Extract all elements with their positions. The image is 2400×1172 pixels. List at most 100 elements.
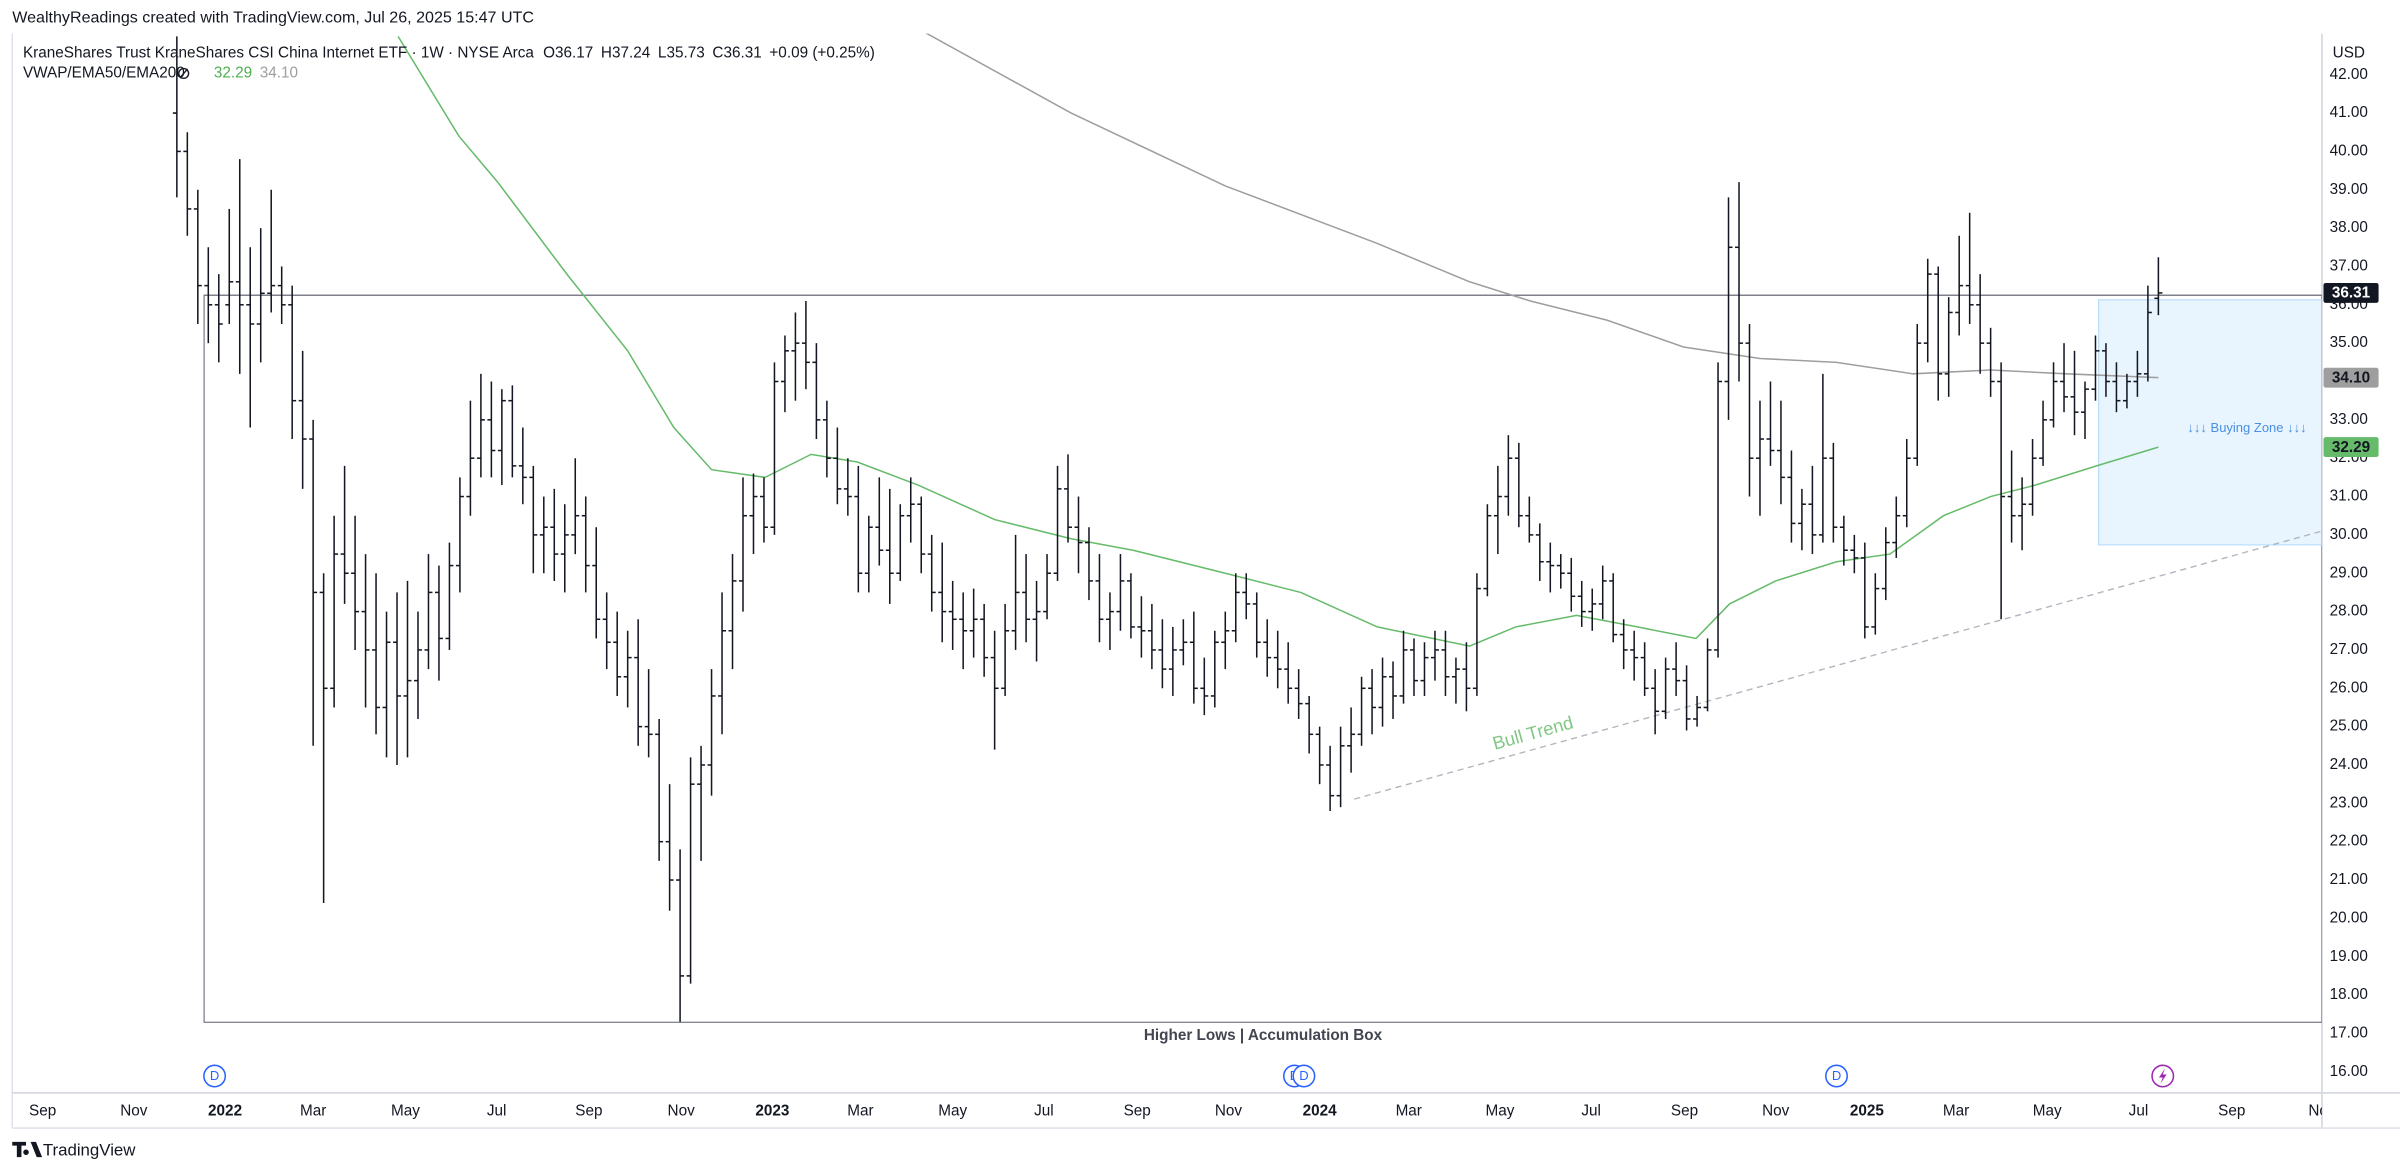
ohlc-bar: [529, 465, 538, 574]
price-axis: 16.00 17.00 18.00 19.00 20.00 21.00 22.00 23.00…: [2323, 45, 2379, 1080]
ohlc-bar: [1986, 327, 1995, 397]
ohlc-bar: [1619, 619, 1628, 670]
ohlc-bar: [1693, 695, 1702, 727]
ohlc-bar: [969, 588, 978, 658]
ohlc-bar: [497, 389, 506, 486]
ohlc-bar: [1441, 630, 1450, 696]
ohlc-bar: [739, 477, 747, 612]
y-tick-label: 24.00: [2330, 756, 2368, 773]
ohlc-bar: [885, 488, 894, 604]
ohlc-bar: [1399, 630, 1408, 704]
ohlc-bar: [550, 488, 559, 581]
ohlc-bar: [833, 427, 842, 505]
ohlc-bar: [214, 274, 223, 363]
x-tick-label: Nov: [1215, 1102, 1243, 1119]
visibility-icon[interactable]: [178, 67, 190, 80]
ohlc-bar: [2154, 257, 2163, 316]
change: +0.09 (+0.25%): [769, 45, 874, 62]
ohlc-bar: [1126, 573, 1135, 639]
ohlc-bar: [1913, 323, 1922, 466]
ohlc-bar: [1043, 554, 1052, 620]
event-marker[interactable]: [1825, 1064, 1848, 1088]
ohlc-bar: [1672, 642, 1681, 696]
event-marker[interactable]: [1292, 1064, 1316, 1088]
ohlc-bar: [1630, 630, 1639, 681]
trend-line: [1354, 530, 2322, 800]
ohlc-bar: [204, 247, 213, 344]
ohlc-bar: [1137, 596, 1146, 658]
x-tick-label: Nov: [1762, 1102, 1790, 1119]
y-tick-label: 26.00: [2330, 679, 2368, 696]
ohlc-bar: [1839, 515, 1848, 566]
ohlc-bar: [613, 611, 622, 696]
ema200-price: 34.10: [2332, 369, 2370, 386]
ohlc-bar: [1756, 400, 1764, 516]
ohlc-bar: [298, 350, 307, 489]
ema50-price: 32.29: [2332, 439, 2370, 456]
ohlc-bar: [906, 477, 915, 543]
y-tick-label: 20.00: [2330, 909, 2368, 926]
ohlc-bar: [875, 477, 884, 566]
x-tick-label: May: [2033, 1102, 2062, 1119]
symbol: KraneShares Trust KraneShares CSI China …: [23, 45, 534, 62]
ohlc-bar: [1567, 557, 1576, 612]
x-tick-label: Jul: [1581, 1102, 1601, 1119]
close-value: 36.31: [723, 45, 761, 62]
ohlc-bar: [1609, 573, 1618, 643]
ohlc-bar: [2028, 439, 2037, 516]
ohlc-bar: [1860, 542, 1869, 639]
y-tick-label: 28.00: [2330, 603, 2368, 620]
ohlc-bar: [1147, 603, 1156, 670]
ohlc-bar: [1829, 442, 1838, 543]
ohlc-bar: [518, 427, 527, 505]
x-tick-label: Mar: [1943, 1102, 1969, 1119]
indicator-name: VWAP/EMA50/EMA200: [23, 65, 185, 82]
footer: TradingView: [43, 1140, 136, 1159]
y-tick-label: 39.00: [2330, 181, 2368, 198]
ohlc-bar: [539, 496, 548, 574]
ohlc-bar: [267, 189, 276, 313]
ohlc-bar: [235, 159, 244, 374]
buying-zone: [2098, 299, 2322, 546]
ohlc-bar: [434, 565, 443, 681]
ohlc-bar: [1955, 235, 1964, 336]
header: WealthyReadings created with TradingView…: [12, 9, 534, 27]
ohlc-bar: [1546, 542, 1555, 593]
x-tick-label: 2022: [208, 1102, 242, 1119]
ohlc-bar: [508, 385, 517, 478]
time-axis: Sep Nov 2022 Mar May Jul Sep Nov 2023 Mar May Jul Se…: [29, 1102, 2322, 1119]
ohlc-bar: [1231, 573, 1240, 643]
ohlc-bar: [602, 592, 611, 670]
ohlc-bar: [728, 554, 737, 670]
ohlc-bar: [1074, 496, 1083, 574]
ohlc-letter: O: [543, 45, 555, 62]
ohlc-bar: [770, 362, 779, 535]
x-tick-label: Nov: [120, 1102, 148, 1119]
y-tick-label: 35.00: [2330, 334, 2368, 351]
ohlc-bar: [676, 849, 685, 1022]
ohlc-bar: [1556, 554, 1565, 589]
ohlc-bar: [959, 592, 968, 670]
ohlc-bar: [393, 592, 401, 765]
ohlc-bar: [2091, 335, 2100, 401]
ohlc-bar: [183, 132, 192, 236]
ohlc-bar: [2070, 350, 2079, 436]
ohlc-bar: [1305, 695, 1314, 754]
ohlc-bar: [1001, 603, 1010, 696]
y-tick-label: 40.00: [2330, 142, 2368, 159]
ohlc-bar: [896, 504, 905, 581]
ohlc-bar: [917, 496, 926, 574]
x-tick-label: Sep: [2218, 1102, 2245, 1119]
ema200-value: 34.10: [260, 65, 298, 82]
y-tick-label: 33.00: [2330, 411, 2368, 428]
ohlc-bar: [1850, 534, 1859, 574]
ohlc-bar: [560, 504, 569, 593]
event-label: D: [210, 1068, 219, 1083]
legend-symbol: KraneShares Trust KraneShares CSI China …: [23, 45, 875, 62]
y-tick-label: 19.00: [2330, 948, 2368, 965]
event-marker[interactable]: [203, 1064, 227, 1088]
ohlc-bar: [655, 718, 664, 861]
ohlc-bar: [948, 580, 957, 650]
ohlc-bar: [1745, 323, 1754, 497]
